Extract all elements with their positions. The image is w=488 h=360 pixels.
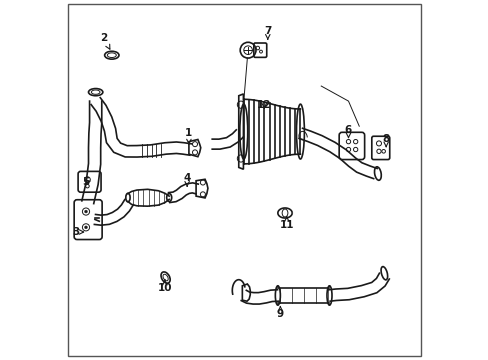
Text: 10: 10 — [157, 280, 172, 293]
Circle shape — [84, 226, 87, 229]
Text: 1: 1 — [185, 129, 192, 144]
Circle shape — [84, 210, 87, 213]
Text: 7: 7 — [264, 26, 271, 39]
Text: 12: 12 — [257, 100, 271, 110]
Text: 11: 11 — [279, 217, 293, 230]
Text: 3: 3 — [72, 227, 83, 237]
Text: 5: 5 — [82, 177, 90, 187]
Text: 6: 6 — [344, 125, 351, 138]
Text: 9: 9 — [276, 306, 284, 319]
Text: 8: 8 — [382, 134, 389, 147]
Text: 2: 2 — [100, 33, 110, 49]
Text: 4: 4 — [183, 173, 190, 186]
